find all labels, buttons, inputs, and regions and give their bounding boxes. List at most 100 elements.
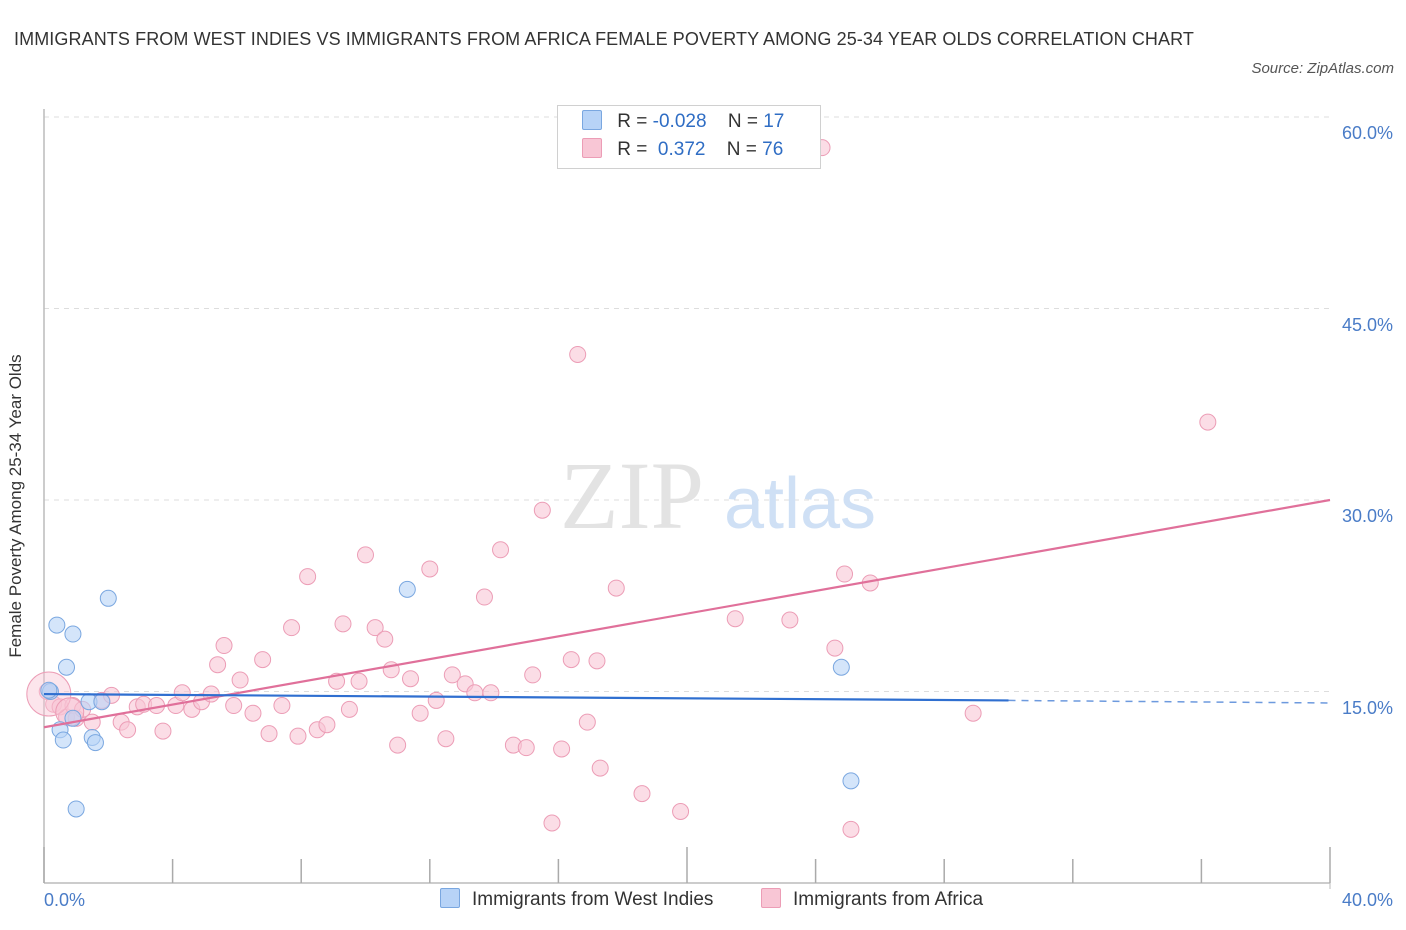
bottom-legend-west-indies: Immigrants from West Indies — [440, 888, 713, 911]
west-indies-point — [832, 658, 850, 676]
africa-point — [215, 637, 233, 655]
west-indies-point — [64, 625, 82, 643]
series-west-indies-points — [40, 580, 860, 818]
west-indies-point — [40, 681, 58, 699]
west-indies-point — [86, 734, 104, 752]
bottom-legend-label-west-indies: Immigrants from West Indies — [472, 889, 714, 910]
africa-point — [482, 684, 500, 702]
bottom-legend-africa: Immigrants from Africa — [761, 888, 983, 911]
africa-point — [836, 565, 854, 583]
africa-point — [299, 568, 317, 586]
trend-line-africa — [43, 498, 1331, 729]
trend-line-west-indies-extension — [1008, 699, 1331, 704]
west-indies-point — [842, 772, 860, 790]
africa-point — [842, 820, 860, 838]
legend-row-west-indies: R = -0.028 N = 17 — [582, 110, 784, 138]
africa-point — [517, 739, 535, 757]
legend-n-value: 17 — [763, 111, 785, 132]
africa-point — [672, 803, 690, 821]
africa-point — [273, 697, 291, 715]
africa-point — [411, 704, 429, 722]
africa-point — [591, 759, 609, 777]
x-tick-label-min: 0.0% — [44, 890, 86, 910]
africa-point — [543, 814, 561, 832]
africa-point — [389, 736, 407, 754]
west-indies-point — [54, 731, 72, 749]
legend-r-value: -0.028 — [652, 111, 707, 132]
watermark-zip: ZIP — [560, 442, 704, 549]
legend-r-label: R = — [617, 139, 653, 160]
africa-point — [283, 619, 301, 637]
y-tick-label: 15.0% — [1341, 697, 1393, 718]
africa-point — [562, 651, 580, 669]
chart-title: IMMIGRANTS FROM WEST INDIES VS IMMIGRANT… — [14, 29, 1194, 49]
africa-point — [466, 684, 484, 702]
west-indies-point — [93, 693, 111, 711]
africa-point — [726, 610, 744, 628]
africa-point — [578, 713, 596, 731]
africa-point — [569, 345, 587, 363]
africa-point — [350, 672, 368, 690]
africa-point — [119, 721, 137, 739]
africa-point — [1199, 413, 1217, 431]
y-axis-label: Female Poverty Among 25-34 Year Olds — [6, 354, 25, 658]
africa-point — [633, 785, 651, 803]
grid-lines — [44, 116, 1330, 692]
africa-point — [524, 666, 542, 684]
africa-point — [366, 619, 384, 637]
legend-r-label: R = — [617, 111, 653, 132]
africa-point — [826, 639, 844, 657]
y-tick-label: 45.0% — [1341, 314, 1393, 335]
africa-point — [244, 704, 262, 722]
africa-point — [334, 615, 352, 633]
africa-point — [173, 684, 191, 702]
africa-point — [318, 716, 336, 734]
y-tick-label: 30.0% — [1341, 506, 1393, 526]
bottom-legend-swatch-west-indies — [440, 888, 460, 908]
series-africa-points — [26, 139, 1217, 838]
watermark-atlas: atlas — [724, 464, 876, 544]
legend-n-value: 76 — [762, 139, 784, 160]
africa-point — [376, 630, 394, 648]
legend-swatch-africa — [582, 138, 602, 158]
africa-point — [402, 670, 420, 688]
bottom-legend-label-africa: Immigrants from Africa — [793, 889, 984, 910]
legend-n-label: N = — [727, 111, 764, 132]
trend-lines — [43, 498, 1331, 729]
africa-point — [83, 713, 101, 731]
africa-point — [209, 656, 227, 674]
legend-n-label: N = — [726, 139, 763, 160]
africa-point — [154, 722, 172, 740]
africa-point — [357, 546, 374, 564]
trend-line-west-indies — [43, 692, 1009, 702]
bottom-legend-swatch-africa — [761, 888, 781, 908]
africa-point — [437, 730, 455, 748]
africa-point — [964, 704, 982, 722]
y-tick-label: 60.0% — [1341, 123, 1393, 143]
west-indies-point — [67, 800, 85, 818]
africa-point — [553, 740, 571, 758]
stats-legend: R = -0.028 N = 17 R = 0.372 N = 76 — [557, 105, 821, 169]
axes — [43, 109, 1331, 889]
africa-point — [427, 691, 445, 709]
west-indies-point — [48, 616, 66, 634]
west-indies-point — [99, 589, 117, 607]
africa-point — [289, 727, 307, 745]
africa-point — [607, 579, 625, 597]
africa-point — [254, 651, 272, 669]
africa-point — [475, 588, 493, 606]
africa-point — [225, 697, 243, 715]
source-label: Source: ZipAtlas.com — [1251, 60, 1394, 77]
africa-point — [588, 652, 606, 670]
west-indies-point — [58, 658, 76, 676]
africa-point — [443, 666, 461, 684]
africa-point — [260, 725, 278, 743]
legend-row-africa: R = 0.372 N = 76 — [582, 138, 783, 166]
africa-point — [340, 700, 358, 718]
africa-point — [781, 611, 799, 629]
legend-swatch-west-indies — [582, 110, 602, 130]
legend-r-value: 0.372 — [652, 139, 706, 160]
watermark: ZIP atlas — [560, 442, 876, 549]
africa-point — [533, 501, 551, 519]
